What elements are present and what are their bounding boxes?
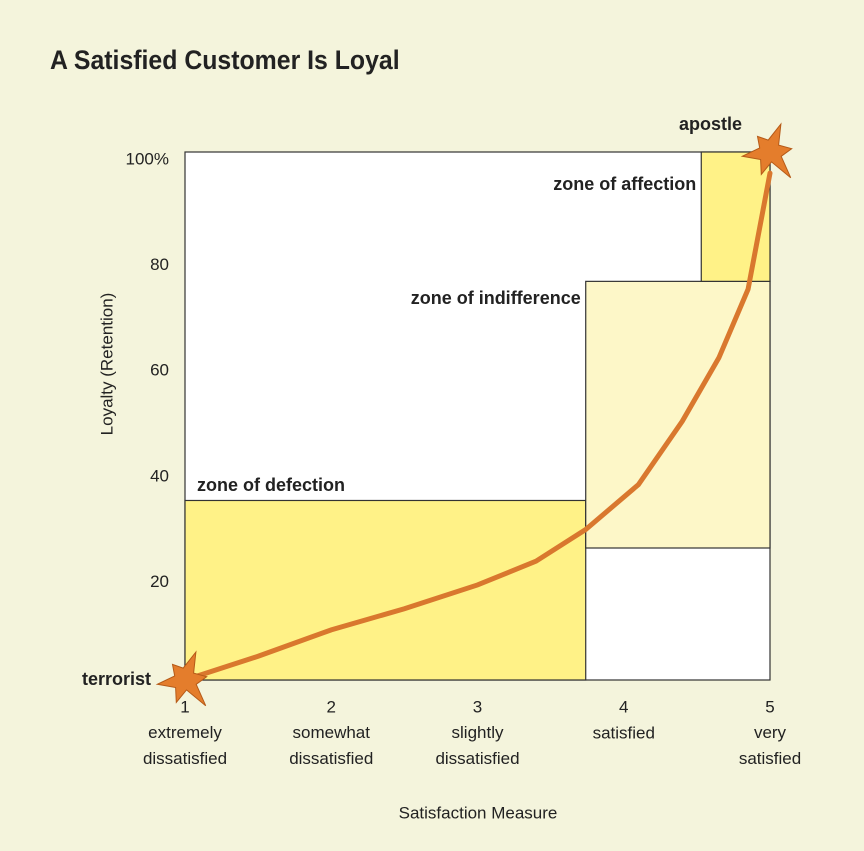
y-tick-label: 100% [126, 149, 169, 168]
point-label: apostle [679, 114, 742, 134]
zone [184, 499, 587, 681]
zone-label: zone of affection [553, 174, 696, 194]
y-axis-title: Loyalty (Retention) [97, 293, 116, 436]
zone-label: zone of indifference [411, 288, 581, 308]
star [740, 122, 793, 179]
x-tick-label: 2 [327, 697, 336, 716]
x-description: somewhat dissatisfied [289, 723, 373, 768]
y-tick-label: 80 [150, 255, 169, 274]
x-description: slightly dissatisfied [435, 723, 519, 768]
y-tick-label: 40 [150, 466, 169, 485]
point-label: terrorist [82, 669, 151, 689]
chart-title: A Satisfied Customer Is Loyal [50, 46, 400, 75]
zone [700, 151, 771, 282]
x-tick-label: 1 [180, 697, 189, 716]
y-tick-label: 60 [150, 361, 169, 380]
curve [182, 170, 773, 683]
star [155, 650, 208, 707]
x-axis-title: Satisfaction Measure [399, 803, 558, 822]
x-tick-label: 5 [765, 697, 774, 716]
x-tick-label: 4 [619, 697, 628, 716]
x-description: satisfied [593, 723, 655, 742]
zone-label: zone of defection [197, 475, 345, 495]
y-tick-label: 20 [150, 572, 169, 591]
x-tick-label: 3 [473, 697, 482, 716]
x-description: extremely dissatisfied [143, 723, 227, 768]
x-description: very satisfied [739, 723, 801, 768]
